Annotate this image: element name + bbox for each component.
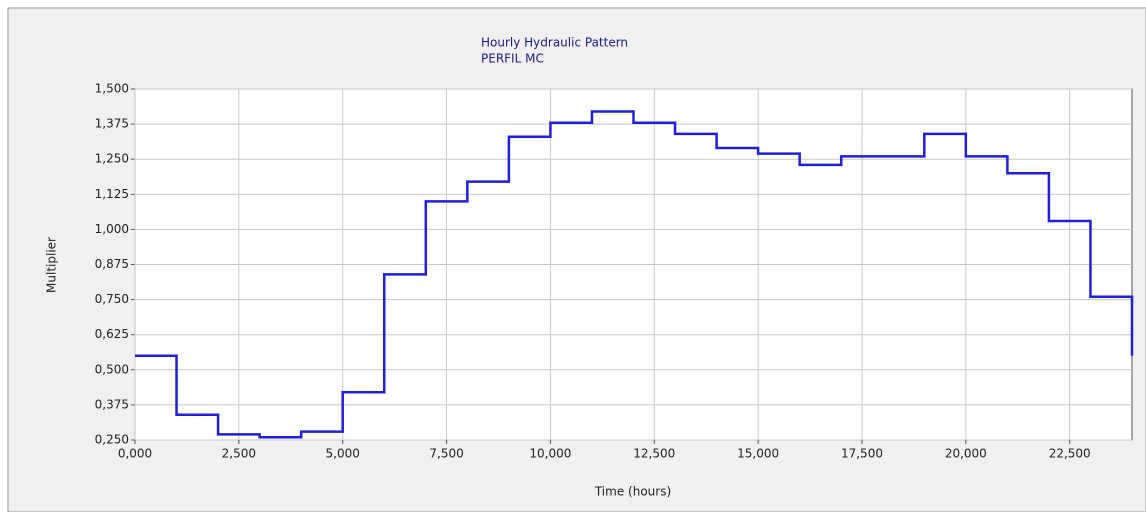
x-tick-label: 0,000 [118,447,152,461]
x-tick-label: 20,000 [945,447,987,461]
x-tick-label: 7,500 [429,447,463,461]
x-tick-label: 22,500 [1049,447,1091,461]
x-tick-label: 10,000 [529,447,571,461]
chart-subtitle: PERFIL MC [481,52,544,66]
y-tick-label: 1,125 [95,187,129,201]
y-tick-label: 0,375 [95,397,129,411]
marks [135,110,1134,439]
x-tick-label: 17,500 [841,447,883,461]
y-axis-label: Multiplier [45,237,59,293]
x-tick-label: 15,000 [737,447,779,461]
y-tick-label: 1,375 [95,117,129,131]
grid [131,88,1132,444]
series-line [135,110,1134,439]
y-tick-label: 0,625 [95,327,129,341]
x-tick-label: 5,000 [326,447,360,461]
x-tick-label: 12,500 [633,447,675,461]
y-tick-label: 1,500 [95,82,129,96]
y-tick-label: 0,875 [95,257,129,271]
y-tick-label: 0,500 [95,362,129,376]
x-tick-label: 2,500 [222,447,256,461]
y-tick-label: 1,250 [95,152,129,166]
y-tick-label: 0,250 [95,433,129,447]
x-axis-label: Time (hours) [594,485,671,499]
y-tick-label: 1,000 [95,222,129,236]
y-tick-label: 0,750 [95,292,129,306]
chart-title: Hourly Hydraulic Pattern [481,36,628,50]
